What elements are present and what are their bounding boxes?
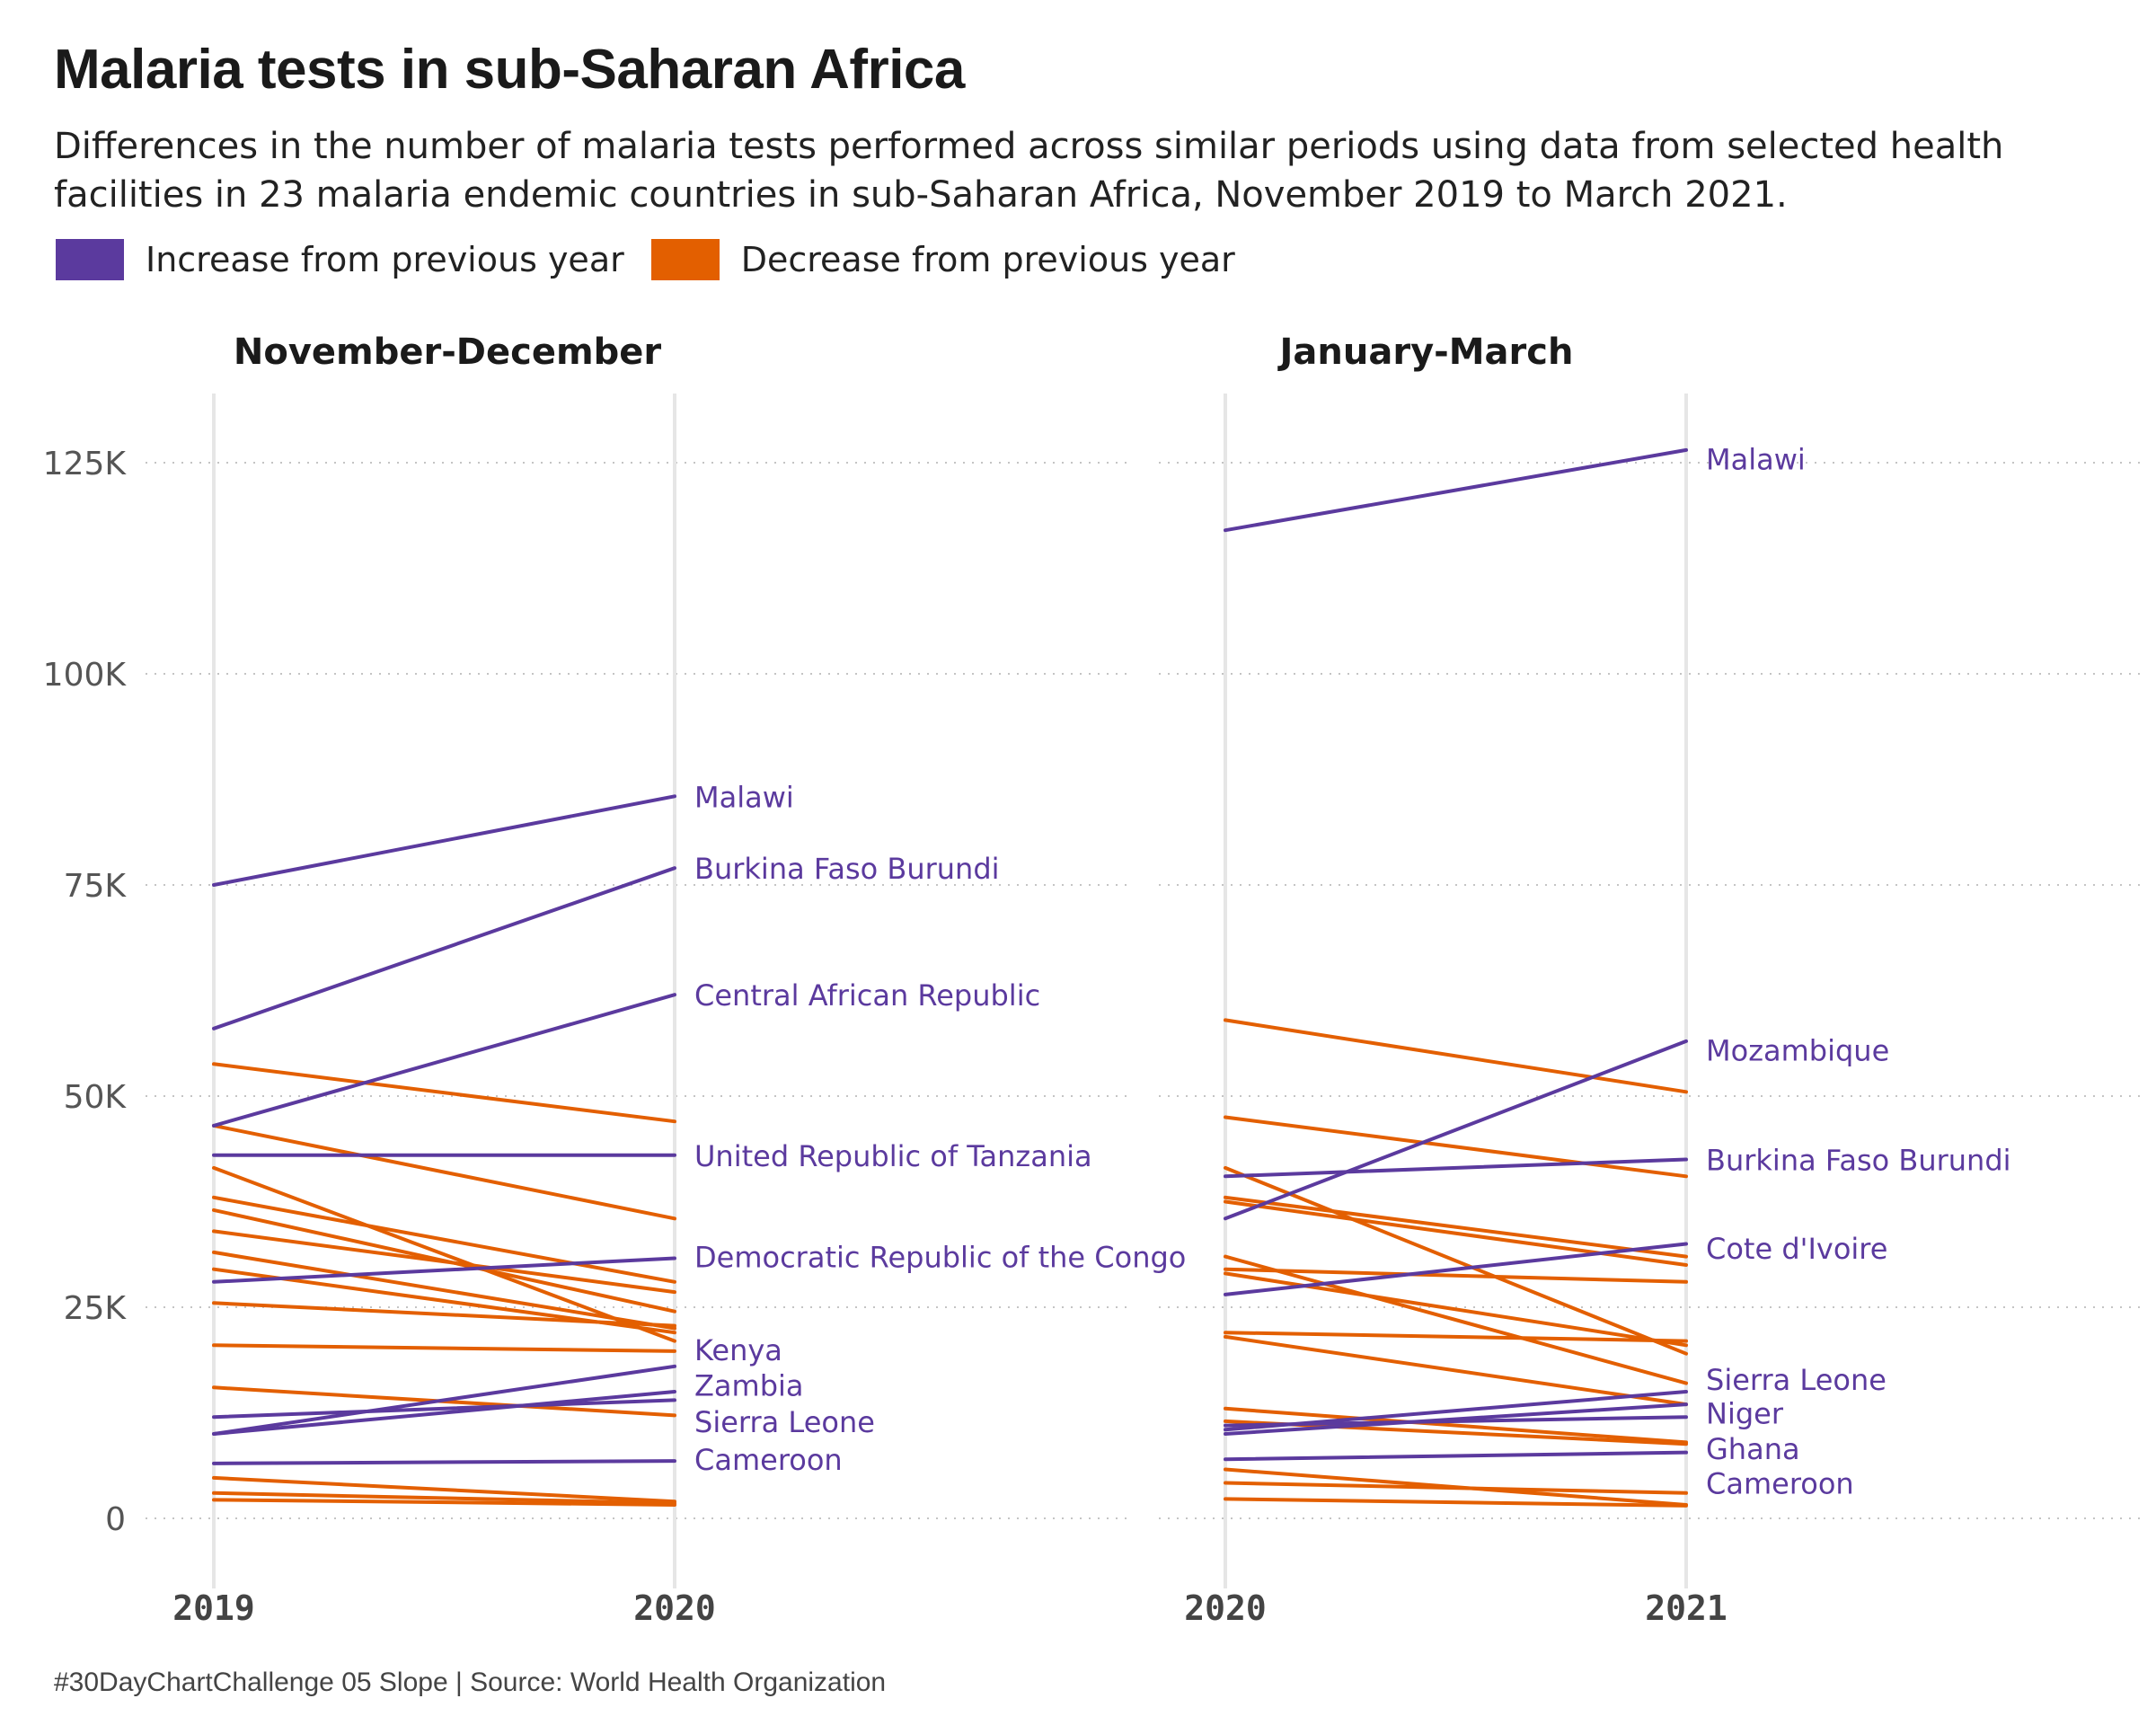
x-tick-label: 2020 [1184, 1588, 1267, 1628]
series-label: Democratic Republic of the Congo [694, 1241, 1186, 1275]
slope-line-increase [1224, 1242, 1688, 1296]
slope-line-decrease [212, 1229, 676, 1295]
slope-line-decrease [212, 1250, 676, 1331]
slope-line-increase [212, 1390, 676, 1436]
series-label: Niger [1706, 1397, 1784, 1431]
slope-line-increase [212, 1398, 676, 1420]
slope-line-decrease [1224, 1497, 1688, 1508]
slope-line-decrease [212, 1343, 676, 1353]
series-label: United Republic of Tanzania [694, 1139, 1092, 1173]
y-tick-label: 125K [43, 446, 128, 482]
series-label: Malawi [694, 780, 794, 814]
slope-line-decrease [1224, 1254, 1688, 1385]
series-label: Sierra Leone [1706, 1363, 1886, 1397]
x-tick-label: 2020 [633, 1588, 716, 1628]
y-tick-label: 50K [64, 1079, 128, 1116]
y-tick-label: 75K [64, 868, 128, 905]
slope-line-decrease [212, 1491, 676, 1506]
series-label: Mozambique [1706, 1033, 1889, 1067]
slope-line-decrease [1224, 1115, 1688, 1179]
chart-subtitle: Differences in the number of malaria tes… [54, 126, 2004, 216]
slope-line-decrease [1224, 1406, 1688, 1445]
slope-line-increase [212, 794, 676, 887]
slope-line-decrease [212, 1062, 676, 1124]
slope-line-decrease [1224, 1331, 1688, 1343]
series-label: Cameroon [1706, 1467, 1854, 1501]
slope-line-decrease [1224, 1267, 1688, 1284]
legend-swatch-increase [56, 239, 124, 280]
slope-line-decrease [212, 1123, 676, 1221]
slope-line-increase [1224, 1157, 1688, 1179]
y-tick-label: 100K [43, 657, 128, 694]
series-label: Zambia [694, 1368, 804, 1402]
series-label: Central African Republic [694, 978, 1040, 1013]
y-tick-label: 25K [64, 1290, 128, 1327]
slope-line-decrease [1224, 1165, 1688, 1356]
legend-swatch-decrease [650, 239, 720, 280]
series-label: Ghana [1706, 1432, 1800, 1466]
slope-line-increase [212, 1256, 676, 1284]
slope-line-increase [1224, 1415, 1688, 1428]
slope-line-decrease [212, 1498, 676, 1507]
legend-item-increase: Increase from previous year [56, 239, 624, 280]
y-tick-label: 0 [105, 1501, 126, 1538]
slope-line-decrease [1224, 1018, 1688, 1094]
slope-line-increase [1224, 1402, 1688, 1436]
slope-line-decrease [212, 1475, 676, 1504]
slope-line-increase [1224, 1450, 1688, 1462]
slope-line-increase [212, 866, 676, 1031]
slope-line-increase [212, 993, 676, 1128]
caption: #30DayChartChallenge 05 Slope | Source: … [54, 1668, 887, 1697]
panel-title: November-December [234, 332, 662, 373]
slope-line-increase [1224, 447, 1688, 533]
series-label: Burkina Faso Burundi [694, 852, 1000, 886]
chart-title: Malaria tests in sub-Saharan Africa [54, 39, 965, 101]
legend-label-increase: Increase from previous year [146, 240, 624, 279]
series-label: Burkina Faso Burundi [1706, 1144, 2011, 1178]
series-label: Malawi [1706, 442, 1806, 476]
slope-line-decrease [1224, 1334, 1688, 1407]
slope-line-increase [212, 1459, 676, 1465]
panel-title: January-March [1277, 332, 1574, 373]
slope-line-increase [1224, 1039, 1688, 1221]
series-label: Cameroon [694, 1443, 843, 1477]
legend-item-decrease: Decrease from previous year [650, 239, 1235, 280]
series-label: Sierra Leone [694, 1405, 875, 1439]
slope-line-decrease [1224, 1481, 1688, 1495]
x-tick-label: 2021 [1645, 1588, 1727, 1628]
legend: Increase from previous year Decrease fro… [56, 239, 1262, 280]
slope-line-increase [212, 1364, 676, 1436]
legend-label-decrease: Decrease from previous year [740, 240, 1235, 279]
slope-line-decrease [212, 1301, 676, 1328]
slope-line-decrease [212, 1195, 676, 1284]
slope-line-decrease [212, 1165, 676, 1343]
series-label: Kenya [694, 1333, 782, 1367]
series-label: Cote d'Ivoire [1706, 1232, 1887, 1266]
x-tick-label: 2019 [172, 1588, 255, 1628]
slope-line-decrease [1224, 1195, 1688, 1259]
slope-line-decrease [1224, 1199, 1688, 1267]
